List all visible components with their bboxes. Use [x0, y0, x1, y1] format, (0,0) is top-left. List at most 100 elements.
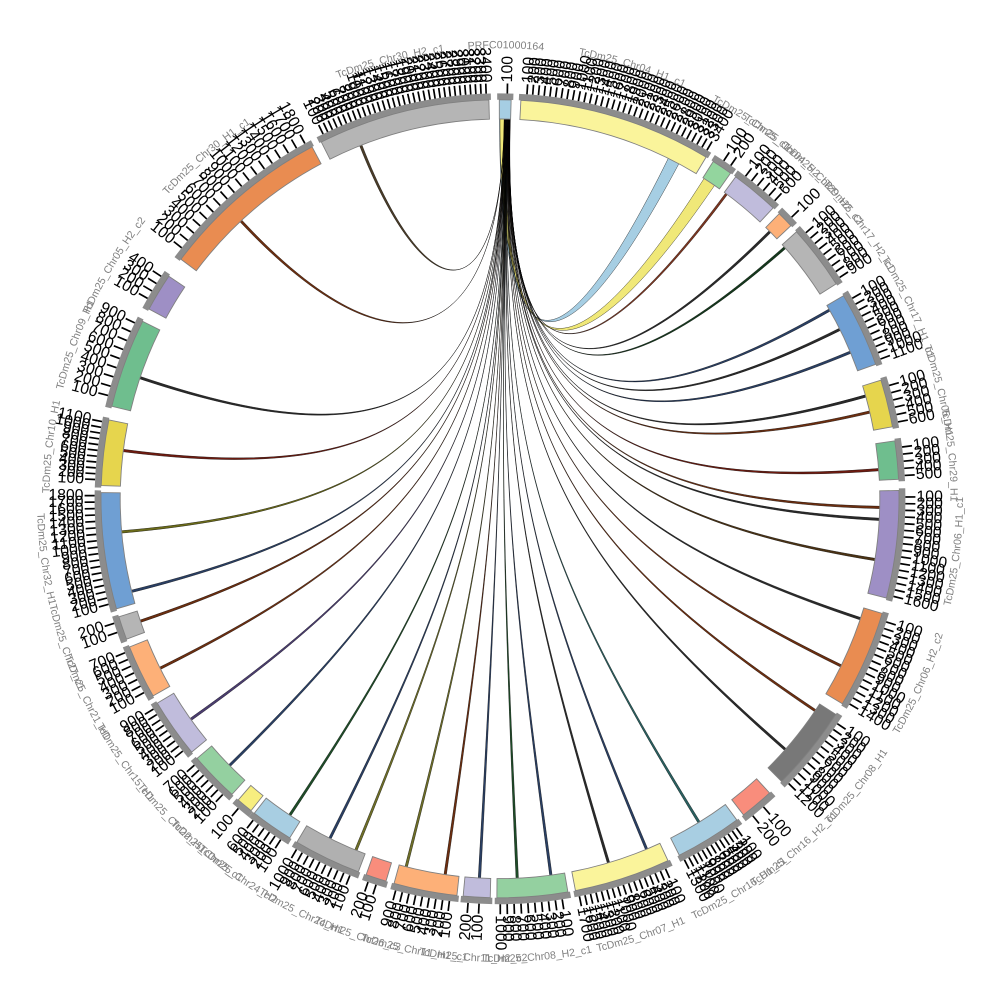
svg-text:600: 600	[400, 904, 422, 934]
svg-text:900: 900	[60, 547, 89, 567]
svg-text:1800: 1800	[48, 487, 83, 504]
svg-text:2600: 2600	[431, 50, 453, 87]
svg-text:3400: 3400	[476, 47, 494, 83]
svg-text:900: 900	[499, 915, 516, 942]
svg-text:100: 100	[916, 488, 943, 505]
svg-text:600: 600	[63, 566, 92, 588]
svg-text:400: 400	[66, 580, 96, 602]
svg-text:2100: 2100	[403, 54, 427, 92]
svg-text:200: 200	[429, 910, 450, 939]
svg-text:300: 300	[914, 449, 942, 468]
svg-text:500: 500	[915, 465, 943, 484]
svg-text:300: 300	[916, 502, 943, 520]
svg-text:100: 100	[70, 378, 100, 401]
svg-text:400: 400	[537, 57, 557, 85]
svg-text:1000: 1000	[51, 540, 88, 561]
svg-text:1000: 1000	[572, 54, 596, 92]
svg-text:500: 500	[64, 573, 93, 595]
svg-text:100: 100	[70, 599, 100, 622]
svg-text:500: 500	[906, 398, 936, 420]
svg-text:300: 300	[422, 908, 443, 937]
svg-text:500: 500	[59, 444, 87, 464]
svg-text:700: 700	[392, 903, 415, 933]
svg-text:1700: 1700	[48, 494, 83, 511]
svg-text:200: 200	[457, 913, 476, 941]
svg-text:200: 200	[57, 463, 85, 482]
svg-text:500: 500	[915, 516, 943, 535]
svg-text:1500: 1500	[48, 507, 84, 525]
svg-text:900: 900	[62, 419, 91, 440]
svg-text:100: 100	[912, 434, 941, 454]
svg-text:700: 700	[62, 560, 91, 581]
svg-text:800: 800	[560, 60, 581, 89]
svg-text:600: 600	[520, 914, 539, 942]
svg-text:200: 200	[69, 592, 99, 615]
svg-text:200: 200	[913, 441, 941, 461]
svg-text:1100: 1100	[56, 405, 93, 428]
svg-text:3300: 3300	[470, 47, 489, 83]
svg-text:600: 600	[549, 59, 569, 88]
svg-text:100: 100	[898, 367, 928, 391]
svg-text:2800: 2800	[442, 49, 463, 86]
svg-text:500: 500	[407, 906, 429, 935]
svg-text:600: 600	[907, 406, 936, 428]
svg-text:700: 700	[555, 60, 576, 89]
svg-text:100: 100	[499, 56, 516, 83]
svg-text:200: 200	[916, 495, 943, 512]
svg-text:700: 700	[513, 914, 531, 941]
svg-text:100: 100	[57, 469, 84, 487]
svg-text:2300: 2300	[414, 52, 437, 90]
svg-text:2200: 2200	[408, 53, 431, 91]
svg-text:2400: 2400	[419, 52, 441, 90]
svg-text:2900: 2900	[448, 48, 468, 85]
svg-text:700: 700	[60, 431, 89, 451]
svg-text:800: 800	[385, 901, 408, 931]
svg-text:200: 200	[525, 56, 544, 84]
svg-text:200: 200	[900, 375, 930, 398]
svg-text:300: 300	[58, 457, 86, 476]
svg-text:800: 800	[913, 537, 941, 557]
svg-text:300: 300	[67, 586, 97, 609]
svg-text:1300: 1300	[907, 571, 945, 594]
svg-text:400: 400	[904, 390, 934, 413]
svg-text:100: 100	[519, 56, 538, 84]
svg-text:300: 300	[902, 383, 932, 406]
svg-text:800: 800	[61, 425, 90, 446]
svg-text:900: 900	[566, 61, 587, 90]
svg-text:200: 200	[72, 368, 102, 392]
svg-text:1000: 1000	[492, 915, 509, 950]
svg-text:400: 400	[916, 509, 943, 527]
svg-text:1700: 1700	[573, 906, 597, 944]
svg-text:900: 900	[912, 543, 941, 563]
svg-text:3100: 3100	[459, 48, 479, 84]
svg-text:900: 900	[378, 899, 401, 929]
svg-text:1200: 1200	[908, 564, 946, 587]
svg-text:PRFC01000164: PRFC01000164	[467, 39, 545, 53]
svg-text:400: 400	[414, 907, 435, 936]
svg-text:3000: 3000	[453, 48, 473, 85]
svg-text:1000: 1000	[911, 550, 948, 572]
svg-text:1200: 1200	[49, 527, 86, 547]
svg-text:2500: 2500	[425, 51, 447, 88]
svg-text:800: 800	[61, 553, 90, 574]
svg-text:400: 400	[58, 450, 86, 469]
svg-text:100: 100	[469, 914, 487, 941]
svg-text:1600: 1600	[48, 500, 84, 518]
svg-text:500: 500	[527, 913, 546, 941]
svg-text:100: 100	[555, 909, 576, 938]
svg-text:600: 600	[915, 523, 943, 542]
svg-text:1000: 1000	[54, 411, 92, 434]
svg-text:1100: 1100	[51, 534, 87, 554]
svg-text:1100: 1100	[910, 557, 946, 579]
svg-text:200: 200	[548, 910, 568, 939]
svg-text:100: 100	[436, 911, 456, 939]
svg-text:600: 600	[59, 437, 87, 457]
svg-text:300: 300	[531, 57, 550, 85]
svg-text:1400: 1400	[49, 514, 85, 533]
svg-text:3200: 3200	[465, 47, 484, 83]
svg-text:700: 700	[914, 530, 942, 549]
svg-text:2700: 2700	[436, 50, 457, 87]
svg-text:800: 800	[506, 915, 524, 942]
svg-text:1100: 1100	[578, 56, 602, 93]
svg-text:400: 400	[534, 912, 554, 940]
